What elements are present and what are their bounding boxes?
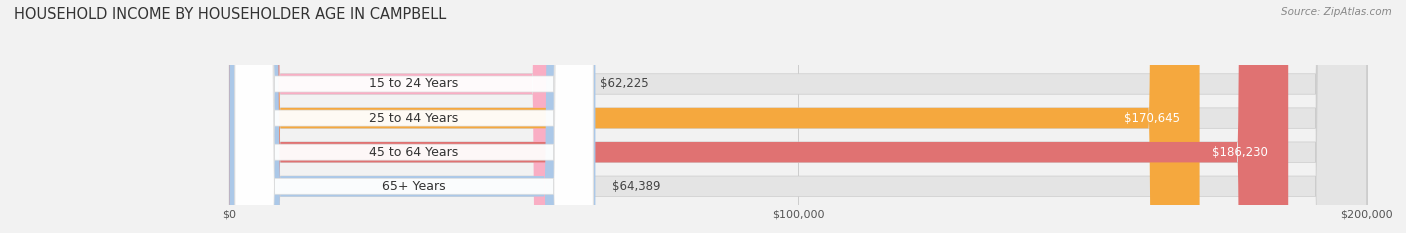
- Text: 45 to 64 Years: 45 to 64 Years: [370, 146, 458, 159]
- FancyBboxPatch shape: [229, 0, 583, 233]
- FancyBboxPatch shape: [235, 0, 593, 233]
- FancyBboxPatch shape: [235, 0, 593, 233]
- FancyBboxPatch shape: [235, 0, 593, 233]
- Text: HOUSEHOLD INCOME BY HOUSEHOLDER AGE IN CAMPBELL: HOUSEHOLD INCOME BY HOUSEHOLDER AGE IN C…: [14, 7, 446, 22]
- Text: 65+ Years: 65+ Years: [382, 180, 446, 193]
- FancyBboxPatch shape: [229, 0, 1367, 233]
- Text: $170,645: $170,645: [1123, 112, 1180, 125]
- FancyBboxPatch shape: [229, 0, 1199, 233]
- FancyBboxPatch shape: [235, 0, 593, 233]
- Text: Source: ZipAtlas.com: Source: ZipAtlas.com: [1281, 7, 1392, 17]
- Text: $62,225: $62,225: [600, 78, 648, 90]
- Text: 25 to 44 Years: 25 to 44 Years: [370, 112, 458, 125]
- Text: $186,230: $186,230: [1212, 146, 1268, 159]
- Text: $64,389: $64,389: [613, 180, 661, 193]
- FancyBboxPatch shape: [229, 0, 1367, 233]
- FancyBboxPatch shape: [229, 0, 595, 233]
- FancyBboxPatch shape: [229, 0, 1367, 233]
- FancyBboxPatch shape: [229, 0, 1288, 233]
- FancyBboxPatch shape: [229, 0, 1367, 233]
- Text: 15 to 24 Years: 15 to 24 Years: [370, 78, 458, 90]
